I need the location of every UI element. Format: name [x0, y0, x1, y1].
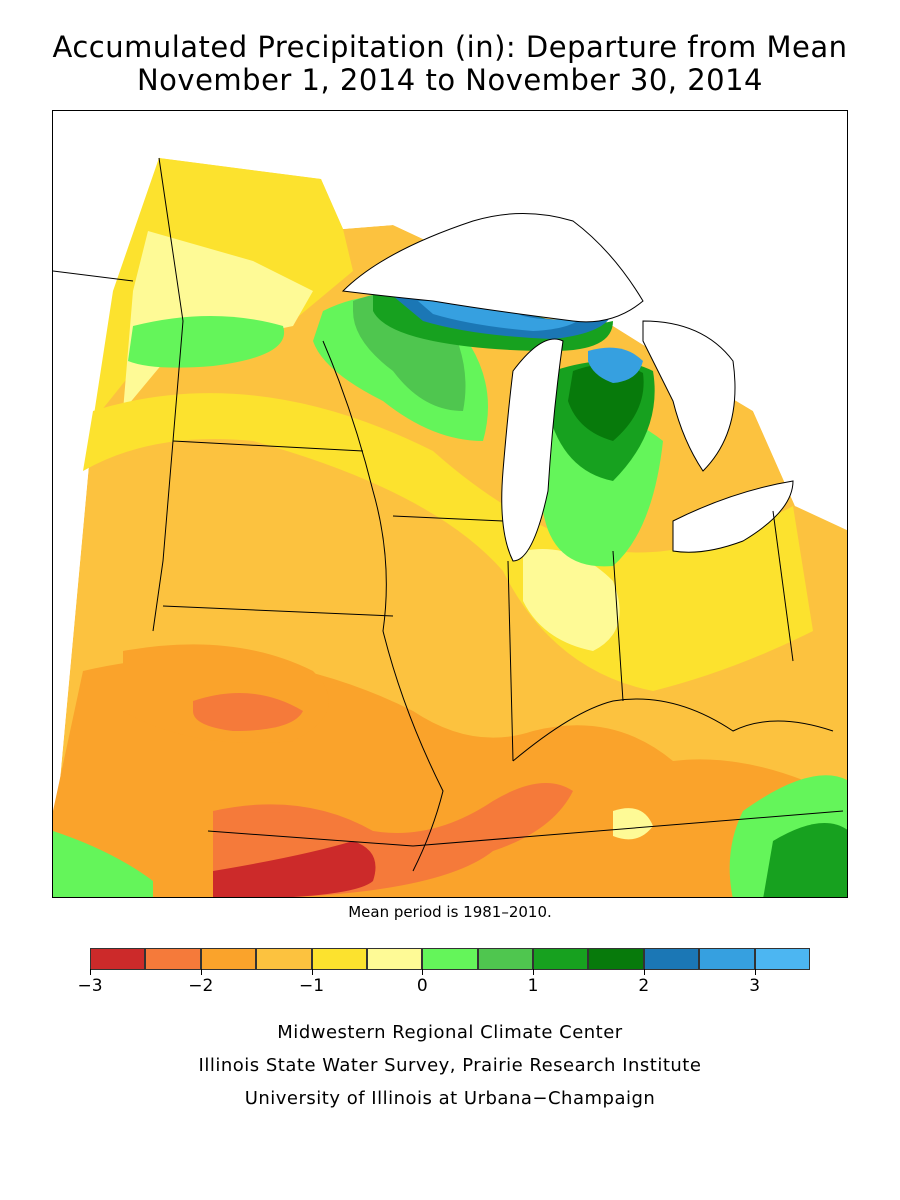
- blue2-lake-superior: [418, 300, 583, 331]
- legend-tick-label: −3: [77, 976, 103, 996]
- legend-swatch: [145, 948, 201, 970]
- map-frame: [52, 110, 848, 898]
- legend-tick-mark: [643, 969, 645, 975]
- precipitation-departure-map: [53, 111, 847, 897]
- legend-tick-mark: [311, 969, 313, 975]
- yellow-band-central: [83, 393, 813, 691]
- map-title: Accumulated Precipitation (in): Departur…: [52, 30, 848, 64]
- color-legend: [90, 948, 810, 970]
- legend-swatch: [311, 948, 367, 970]
- border-mississippi: [322, 340, 444, 872]
- credit-line-1: Midwestern Regional Climate Center: [277, 1022, 623, 1043]
- border-ky-tn: [412, 810, 844, 847]
- legend-tick-label: 2: [638, 976, 650, 996]
- credit-line-2: Illinois State Water Survey, Prairie Res…: [198, 1055, 702, 1076]
- legend-tick-label: −1: [299, 976, 325, 996]
- legend-tick-mark: [754, 969, 756, 975]
- legend-swatch: [200, 948, 257, 970]
- legend-swatch: [699, 948, 755, 970]
- legend-tick-label: 0: [416, 976, 428, 996]
- border-wi-il: [392, 515, 504, 522]
- legend-tick-mark: [90, 969, 91, 975]
- lake-superior: [341, 213, 644, 323]
- pale-kentucky: [613, 808, 653, 840]
- state-boundaries: [53, 157, 844, 872]
- lake-huron: [642, 320, 736, 472]
- legend-swatch: [477, 948, 534, 970]
- darkgreen-michigan: [568, 363, 644, 441]
- blue-michigan-north: [588, 347, 643, 383]
- green-west: [128, 316, 285, 368]
- map-date-range: November 1, 2014 to November 30, 2014: [136, 63, 764, 97]
- legend-tick-mark: [533, 969, 535, 975]
- mean-period-note: Mean period is 1981–2010.: [348, 903, 552, 921]
- border-il-in: [507, 560, 514, 762]
- border-mn-ia: [172, 440, 364, 452]
- legend-swatch: [90, 948, 146, 970]
- legend-swatch: [422, 948, 478, 970]
- legend-tick-label: −2: [188, 976, 214, 996]
- legend-swatch: [754, 948, 810, 970]
- legend-tick-label: 1: [527, 976, 539, 996]
- outer-area: [53, 111, 847, 856]
- legend-swatch: [533, 948, 589, 970]
- green2-southeast: [763, 823, 847, 897]
- border-ohio-river: [512, 698, 834, 762]
- green-southwest: [53, 831, 153, 897]
- border-in-oh: [612, 550, 624, 702]
- red-south: [213, 841, 376, 897]
- credit-line-3: University of Illinois at Urbana−Champai…: [244, 1088, 656, 1109]
- legend-tick-mark: [422, 969, 424, 975]
- legend-swatch: [643, 948, 700, 970]
- border-ia-mo: [162, 605, 394, 617]
- border-oh-east: [772, 510, 794, 662]
- legend-tick-mark: [200, 969, 202, 975]
- legend-swatch: [366, 948, 423, 970]
- legend-swatch: [588, 948, 644, 970]
- lake-erie: [672, 480, 794, 553]
- border-mo-ar: [207, 830, 414, 847]
- border-dakotas: [53, 270, 134, 282]
- pale-yellow-indiana: [523, 549, 620, 651]
- red-orange-mo: [193, 693, 303, 731]
- legend-tick-label: 3: [749, 976, 761, 996]
- lake-michigan: [501, 338, 564, 562]
- legend-swatch: [256, 948, 312, 970]
